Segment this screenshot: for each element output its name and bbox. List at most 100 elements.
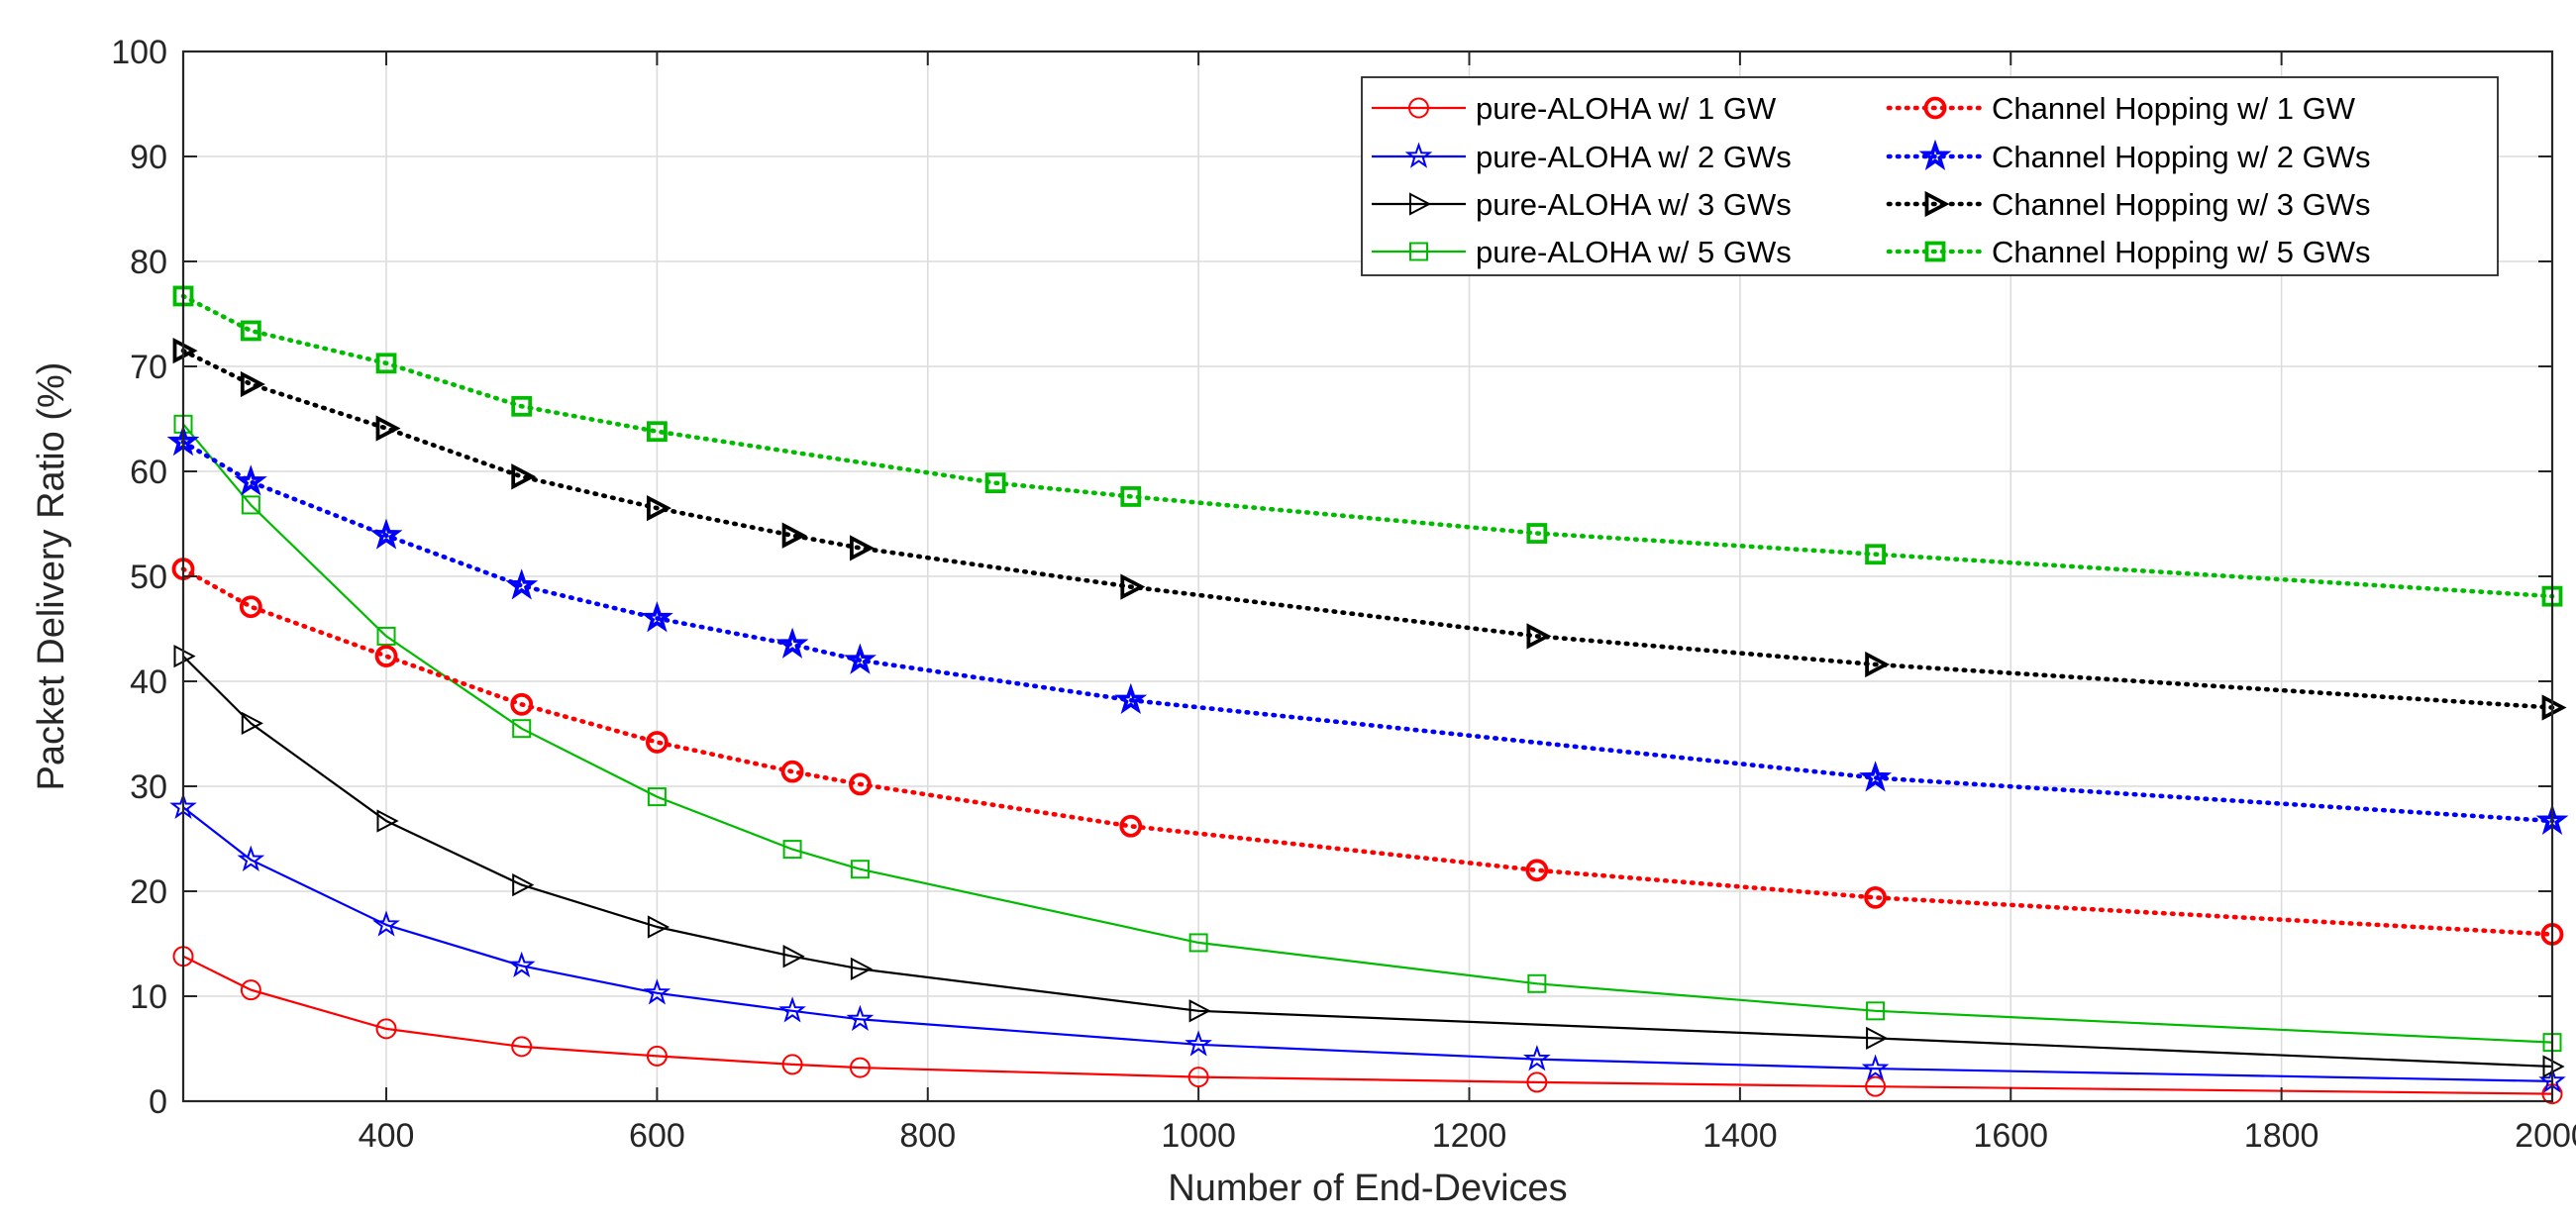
data-point (375, 353, 397, 374)
series-channel-hopping-4 (171, 558, 2564, 946)
data-point (1188, 999, 1211, 1023)
x-tick-label: 1000 (1161, 1117, 1236, 1155)
data-point (850, 535, 875, 561)
data-point (511, 395, 533, 417)
y-tick-label: 50 (130, 559, 167, 596)
series-line (180, 293, 2555, 599)
data-point (511, 463, 537, 490)
data-point (647, 787, 667, 807)
x-tick-label: 1200 (1432, 1117, 1507, 1155)
y-tick-label: 90 (130, 139, 167, 176)
legend-entry: Channel Hopping w/ 1 GW (1886, 91, 2356, 126)
y-tick-label: 40 (130, 663, 167, 701)
data-point (1120, 486, 1142, 507)
data-point (369, 518, 403, 550)
legend-entry: Channel Hopping w/ 3 GWs (1886, 187, 2371, 222)
data-point (1865, 651, 1891, 678)
series-channel-hopping-7 (172, 285, 2563, 607)
y-tick-label: 70 (130, 349, 167, 386)
data-point (641, 601, 673, 633)
data-point (239, 595, 262, 619)
data-point (240, 320, 261, 342)
series-pure-aloha-1 (169, 792, 2566, 1093)
legend-marker (1409, 242, 1428, 261)
data-point (372, 910, 400, 937)
legend-label: pure-ALOHA w/ 3 GWs (1476, 187, 1792, 222)
legend-marker (1923, 96, 1947, 120)
data-point (850, 957, 874, 981)
data-point (376, 809, 399, 833)
data-point (511, 1036, 533, 1058)
x-tick-label: 1400 (1702, 1117, 1778, 1155)
y-tick-label: 0 (149, 1083, 167, 1121)
data-point (647, 915, 670, 939)
data-point (782, 945, 805, 968)
legend-label: Channel Hopping w/ 1 GW (1992, 91, 2356, 126)
legend-marker (1404, 142, 1433, 168)
legend-marker (1924, 190, 1950, 218)
data-point (505, 568, 539, 600)
data-point (1522, 1045, 1551, 1071)
x-tick-label: 400 (359, 1117, 415, 1155)
data-point (1187, 1067, 1209, 1088)
data-point (781, 1054, 803, 1075)
x-tick-label: 800 (899, 1117, 956, 1155)
legend-entry: pure-ALOHA w/ 3 GWs (1372, 187, 1792, 222)
data-point (241, 711, 263, 736)
legend-entry: pure-ALOHA w/ 2 GWs (1372, 140, 1792, 174)
series-line (182, 806, 2553, 1082)
y-tick-label: 60 (130, 454, 167, 491)
data-point (375, 415, 401, 442)
legend-marker (1924, 241, 1946, 262)
data-point (643, 978, 671, 1005)
data-point (647, 421, 668, 443)
y-tick-label: 20 (130, 873, 167, 911)
data-point (240, 370, 265, 398)
x-tick-label: 2000 (2515, 1117, 2576, 1155)
x-tick-label: 1600 (1973, 1117, 2048, 1155)
legend-entry: pure-ALOHA w/ 5 GWs (1372, 235, 1792, 269)
data-point (849, 772, 872, 796)
legend-entry: pure-ALOHA w/ 1 GW (1372, 91, 1777, 126)
data-point (646, 731, 669, 754)
data-point (1185, 1030, 1212, 1057)
data-point (1866, 1026, 1889, 1051)
legend: pure-ALOHA w/ 1 GW pure-ALOHA w/ 2 GWs pur… (1361, 76, 2499, 276)
data-point (1526, 523, 1548, 544)
legend-entry: Channel Hopping w/ 5 GWs (1886, 235, 2371, 269)
legend-label: pure-ALOHA w/ 2 GWs (1476, 140, 1792, 174)
data-point (1864, 885, 1887, 909)
data-point (512, 872, 535, 897)
legend-entry: Channel Hopping w/ 2 GWs (1886, 139, 2371, 174)
data-point (1120, 573, 1146, 600)
data-point (846, 1004, 875, 1032)
data-point (510, 692, 534, 716)
series-line (180, 566, 2555, 937)
series-line (180, 348, 2555, 710)
data-point (374, 645, 398, 667)
x-tick-label: 1800 (2244, 1117, 2319, 1155)
legend-marker (1918, 139, 1952, 170)
legend-label: pure-ALOHA w/ 1 GW (1476, 91, 1777, 126)
legend-label: Channel Hopping w/ 5 GWs (1992, 235, 2371, 269)
data-point (237, 845, 265, 871)
x-axis-label: Number of End-Devices (1168, 1168, 1567, 1209)
data-point (376, 626, 396, 646)
legend-marker (1409, 192, 1432, 216)
data-point (843, 643, 876, 674)
legend-label: Channel Hopping w/ 2 GWs (1992, 140, 2371, 174)
y-tick-label: 30 (130, 768, 167, 806)
data-point (1526, 1071, 1548, 1093)
data-point (781, 522, 807, 549)
data-point (1865, 544, 1886, 565)
y-tick-label: 100 (111, 34, 167, 71)
data-point (1188, 933, 1208, 953)
data-point (1859, 761, 1893, 792)
data-point (647, 494, 671, 522)
y-axis-label: Packet Delivery Ratio (%) (31, 362, 72, 791)
data-point (775, 627, 809, 659)
axis-ticks: 0 10 20 30 40 50 60 70 80 90 100 400 600 800 1000 1200 1… (111, 34, 2576, 1155)
data-point (1525, 859, 1549, 882)
data-point (984, 472, 1006, 494)
